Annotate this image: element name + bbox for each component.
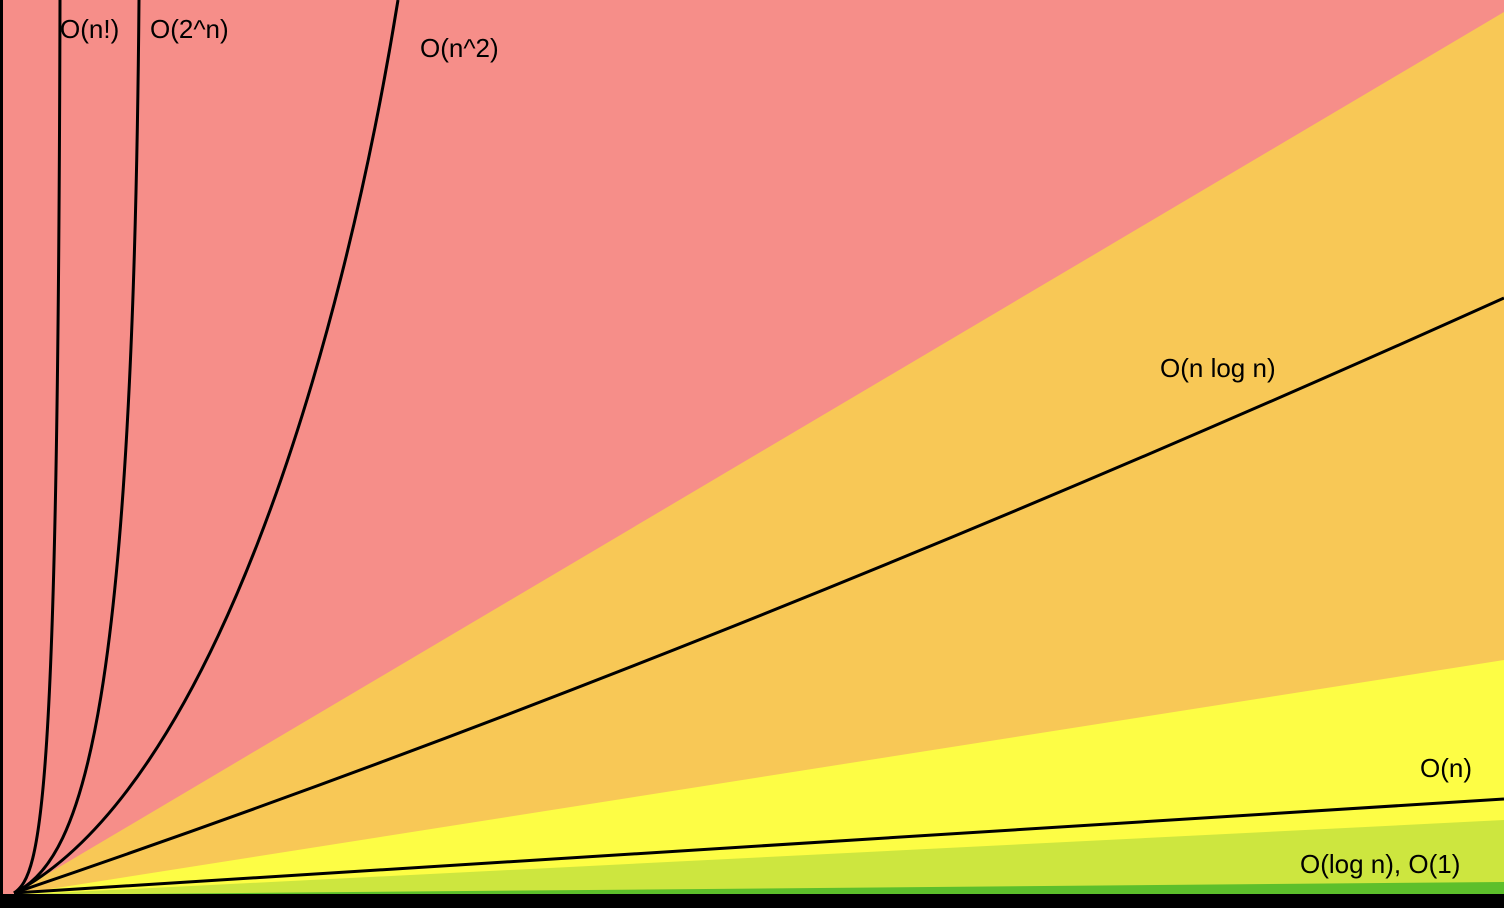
curve-label: O(n!) — [60, 14, 119, 44]
linearithmic-curve — [13, 296, 1504, 895]
curve-label: O(n log n) — [1160, 353, 1276, 383]
bad-region — [12, 12, 1504, 908]
linear-curve — [13, 797, 1504, 895]
quadratic-curve — [13, 0, 400, 895]
exponential-curve — [13, 0, 141, 895]
factorial-curve — [13, 0, 62, 895]
curve-label: O(log n), O(1) — [1300, 849, 1460, 879]
curve-label: O(n^2) — [420, 33, 499, 63]
curve-label: O(2^n) — [150, 14, 229, 44]
y-axis — [0, 0, 3, 908]
x-axis — [0, 894, 1504, 908]
curve-label: O(n) — [1420, 753, 1472, 783]
